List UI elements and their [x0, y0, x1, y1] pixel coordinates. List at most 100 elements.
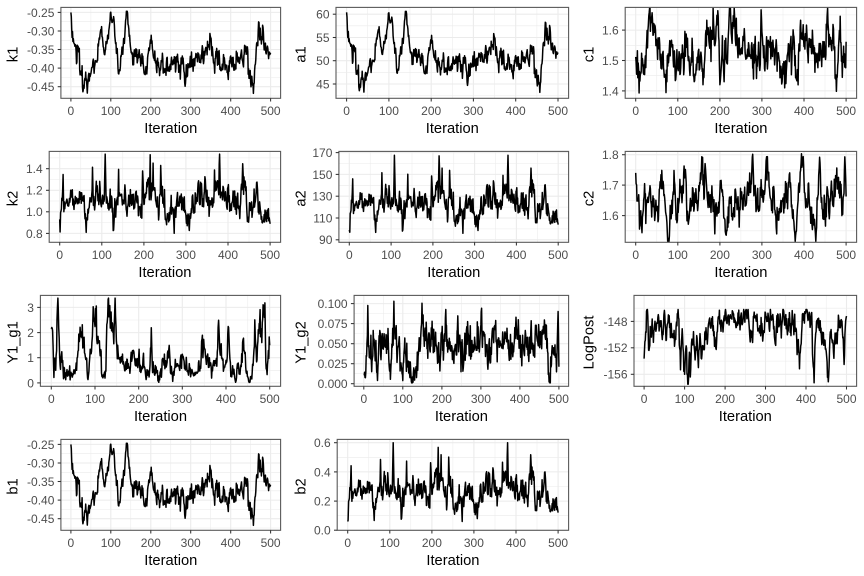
- svg-text:Y1_g1: Y1_g1: [6, 321, 22, 363]
- svg-text:130: 130: [312, 190, 332, 204]
- svg-text:b1: b1: [6, 478, 22, 494]
- svg-text:50: 50: [316, 54, 330, 68]
- svg-text:2: 2: [27, 326, 34, 340]
- svg-text:400: 400: [221, 536, 241, 550]
- svg-text:200: 200: [423, 248, 443, 262]
- svg-text:Y1_g2: Y1_g2: [294, 321, 310, 363]
- svg-text:400: 400: [510, 392, 530, 406]
- svg-text:200: 200: [129, 392, 149, 406]
- svg-text:-0.40: -0.40: [27, 62, 55, 76]
- svg-text:200: 200: [141, 536, 161, 550]
- svg-text:1.5: 1.5: [602, 54, 619, 68]
- svg-text:200: 200: [421, 104, 441, 118]
- svg-text:300: 300: [176, 248, 196, 262]
- svg-text:0.4: 0.4: [314, 465, 331, 479]
- svg-text:100: 100: [379, 104, 399, 118]
- svg-text:500: 500: [836, 104, 856, 118]
- svg-text:0.050: 0.050: [318, 337, 348, 351]
- svg-text:0: 0: [56, 248, 63, 262]
- svg-text:500: 500: [548, 536, 568, 550]
- svg-text:0: 0: [343, 104, 350, 118]
- svg-text:100: 100: [101, 104, 121, 118]
- svg-text:300: 300: [471, 392, 491, 406]
- svg-text:1.8: 1.8: [602, 148, 619, 162]
- svg-text:-0.30: -0.30: [27, 456, 55, 470]
- svg-text:0: 0: [68, 536, 75, 550]
- svg-text:300: 300: [752, 104, 772, 118]
- svg-text:400: 400: [216, 392, 236, 406]
- svg-text:500: 500: [261, 536, 281, 550]
- svg-text:170: 170: [312, 146, 332, 160]
- svg-text:3: 3: [27, 301, 34, 315]
- svg-text:0.0: 0.0: [314, 524, 331, 538]
- svg-text:a1: a1: [294, 46, 310, 62]
- svg-text:500: 500: [261, 104, 281, 118]
- svg-text:500: 500: [549, 392, 569, 406]
- svg-text:300: 300: [755, 392, 775, 406]
- svg-text:0: 0: [360, 392, 367, 406]
- svg-text:100: 100: [380, 536, 400, 550]
- svg-text:300: 300: [464, 536, 484, 550]
- svg-text:Iteration: Iteration: [714, 121, 767, 137]
- svg-text:k1: k1: [6, 47, 22, 63]
- svg-text:200: 200: [715, 392, 735, 406]
- svg-text:Iteration: Iteration: [714, 265, 767, 281]
- svg-text:400: 400: [794, 248, 814, 262]
- svg-text:100: 100: [101, 536, 121, 550]
- svg-text:200: 200: [141, 104, 161, 118]
- svg-text:0: 0: [344, 536, 351, 550]
- svg-text:300: 300: [752, 248, 772, 262]
- svg-text:-0.35: -0.35: [27, 475, 55, 489]
- svg-text:400: 400: [221, 104, 241, 118]
- svg-text:500: 500: [548, 104, 568, 118]
- svg-text:k2: k2: [6, 191, 22, 207]
- svg-text:200: 200: [422, 536, 442, 550]
- svg-text:55: 55: [316, 31, 330, 45]
- svg-text:0.8: 0.8: [26, 227, 43, 241]
- svg-text:LogPost: LogPost: [582, 316, 598, 370]
- svg-text:0: 0: [346, 248, 353, 262]
- svg-text:Iteration: Iteration: [435, 409, 488, 425]
- svg-text:400: 400: [506, 104, 526, 118]
- svg-text:1.6: 1.6: [602, 24, 619, 38]
- svg-text:-0.35: -0.35: [27, 43, 55, 57]
- svg-text:100: 100: [668, 104, 688, 118]
- svg-text:a2: a2: [294, 190, 310, 206]
- svg-text:Iteration: Iteration: [138, 265, 191, 281]
- svg-text:-0.45: -0.45: [27, 512, 55, 526]
- svg-text:-0.40: -0.40: [27, 494, 55, 508]
- svg-text:-148: -148: [603, 315, 627, 329]
- svg-text:-0.25: -0.25: [27, 438, 55, 452]
- svg-text:90: 90: [319, 233, 333, 247]
- svg-text:0: 0: [641, 392, 648, 406]
- svg-text:100: 100: [92, 248, 112, 262]
- svg-text:0.2: 0.2: [314, 495, 331, 509]
- svg-text:1.6: 1.6: [602, 209, 619, 223]
- svg-text:400: 400: [794, 104, 814, 118]
- svg-text:-0.30: -0.30: [27, 24, 55, 38]
- svg-text:Iteration: Iteration: [427, 265, 480, 281]
- svg-text:Iteration: Iteration: [144, 553, 197, 569]
- svg-text:400: 400: [218, 248, 238, 262]
- svg-text:1.0: 1.0: [26, 205, 43, 219]
- svg-text:-152: -152: [603, 341, 627, 355]
- svg-text:1: 1: [27, 351, 34, 365]
- svg-text:0.025: 0.025: [318, 357, 348, 371]
- svg-text:-156: -156: [603, 368, 627, 382]
- svg-text:0: 0: [27, 376, 34, 390]
- svg-text:300: 300: [181, 104, 201, 118]
- svg-text:300: 300: [465, 248, 485, 262]
- svg-text:500: 500: [260, 392, 280, 406]
- svg-text:Iteration: Iteration: [134, 409, 187, 425]
- svg-text:200: 200: [134, 248, 154, 262]
- svg-text:0.000: 0.000: [318, 377, 348, 391]
- svg-text:0.075: 0.075: [318, 317, 348, 331]
- svg-text:200: 200: [710, 248, 730, 262]
- svg-text:1.4: 1.4: [602, 84, 619, 98]
- svg-text:300: 300: [172, 392, 192, 406]
- svg-text:110: 110: [313, 211, 332, 225]
- svg-text:500: 500: [836, 392, 856, 406]
- svg-text:1.2: 1.2: [26, 184, 43, 198]
- svg-text:300: 300: [463, 104, 483, 118]
- svg-text:1.4: 1.4: [26, 162, 43, 176]
